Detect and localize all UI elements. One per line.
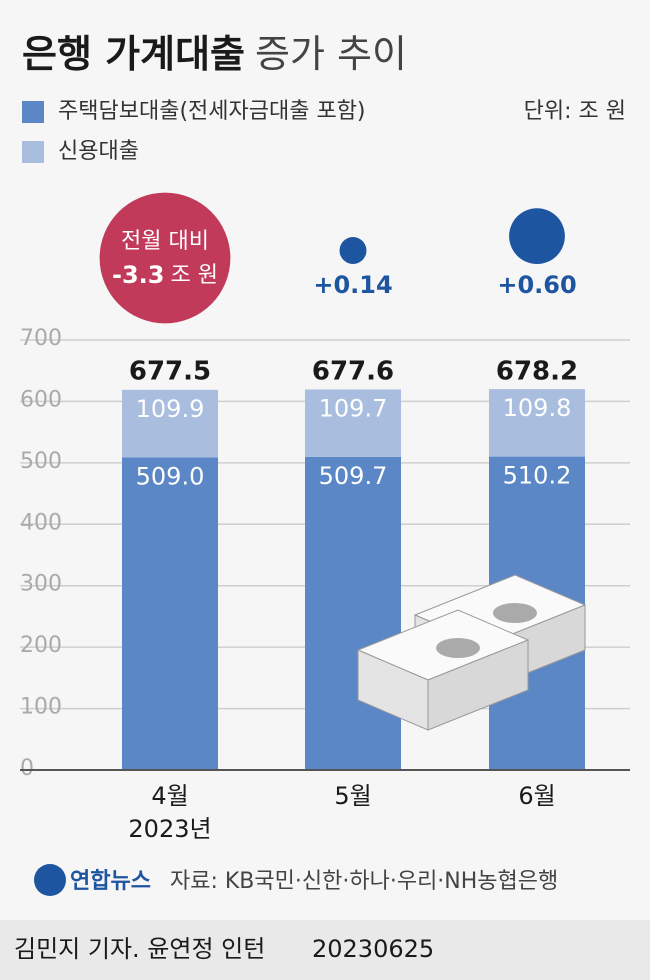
- bar-segment: [489, 389, 585, 457]
- y-tick-label: 100: [20, 695, 62, 720]
- value-label: 109.8: [503, 394, 572, 422]
- source: 자료: KB국민·신한·하나·우리·NH농협은행: [170, 869, 558, 894]
- total-label: 678.2: [496, 357, 578, 387]
- y-tick-label: 0: [20, 756, 34, 781]
- chart-title: 은행 가계대출: [22, 32, 245, 76]
- value-label: 509.7: [319, 462, 388, 490]
- bar-segment: [305, 456, 401, 770]
- y-tick-label: 700: [20, 326, 62, 351]
- bar-segment: [122, 457, 218, 770]
- legend-label: 주택담보대출(전세자금대출 포함): [58, 99, 366, 124]
- money-stack: [356, 609, 530, 731]
- value-label: 109.7: [319, 395, 388, 423]
- change-label: +0.14: [313, 271, 392, 299]
- total-label: 677.6: [312, 357, 394, 387]
- change-bubble: [339, 237, 367, 264]
- value-label: 109.9: [136, 395, 205, 423]
- year-label: 2023년: [128, 815, 211, 843]
- change-value: -3.3: [112, 261, 164, 289]
- change-bubble: [509, 208, 565, 264]
- y-tick-label: 400: [20, 510, 62, 535]
- change-label: +0.60: [497, 271, 576, 299]
- y-tick-label: 300: [20, 572, 62, 597]
- x-tick-label: 4월: [151, 782, 188, 810]
- y-tick-label: 500: [20, 449, 62, 474]
- x-tick-label: 5월: [334, 782, 371, 810]
- total-label: 677.5: [129, 357, 211, 387]
- chart-title-suffix: 증가 추이: [255, 32, 407, 76]
- logo-icon: [34, 864, 66, 896]
- logo: 연합뉴스: [70, 868, 151, 894]
- change-unit: 조 원: [171, 263, 218, 288]
- bar-segment: [305, 389, 401, 457]
- legend-swatch: [22, 141, 44, 163]
- bar-segment: [122, 389, 218, 458]
- x-tick-label: 6월: [518, 782, 555, 810]
- y-tick-label: 200: [20, 633, 62, 658]
- legend-label: 신용대출: [58, 139, 139, 164]
- chart-title: 은행 가계대출 증가 추이: [22, 32, 407, 76]
- footer-band: [0, 920, 650, 980]
- legend-swatch: [22, 101, 44, 123]
- credit: 김민지 기자. 윤연정 인턴: [14, 935, 265, 963]
- change-title: 전월 대비: [121, 229, 209, 254]
- money-illustration: [356, 574, 587, 731]
- y-tick-label: 600: [20, 387, 62, 412]
- change-bubble: [99, 192, 231, 324]
- value-label: 510.2: [503, 462, 572, 490]
- change-label: -3.3 조 원: [112, 261, 218, 289]
- value-label: 509.0: [136, 462, 205, 490]
- date: 20230625: [312, 935, 434, 963]
- unit-label: 단위: 조 원: [524, 99, 626, 124]
